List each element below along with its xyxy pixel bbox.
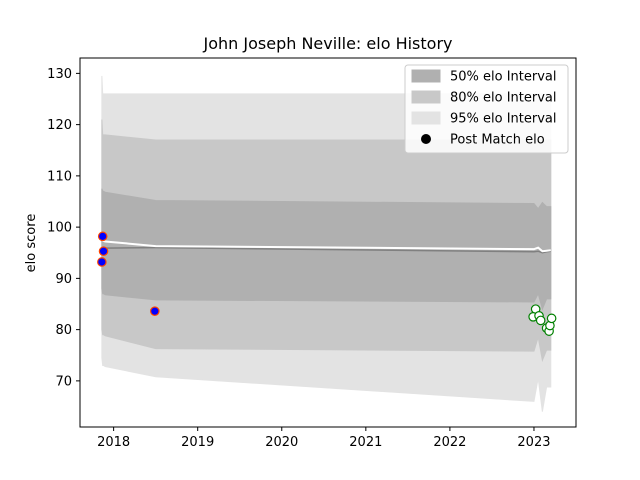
y-tick-label-130: 130 <box>47 67 72 82</box>
x-tick-label-2018: 2018 <box>97 435 130 450</box>
legend-swatch-post-match-elo <box>421 134 431 144</box>
post-match-elo-point-1-7 <box>546 313 557 324</box>
chart-title: John Joseph Neville: elo History <box>203 34 453 53</box>
post-match-elo-point-0-2 <box>97 257 107 267</box>
legend-label-80-elo-interval: 80% elo Interval <box>450 91 557 106</box>
y-axis: 70 80 90 100 110 120 130 <box>47 67 80 389</box>
legend-swatch-95-elo-interval <box>411 111 441 125</box>
y-tick-label-90: 90 <box>55 272 72 287</box>
legend-label-95-elo-interval: 95% elo Interval <box>450 112 557 127</box>
axes-frame <box>79 57 577 428</box>
x-tick-label-2019: 2019 <box>181 435 214 450</box>
x-tick-label-2023: 2023 <box>517 435 550 450</box>
x-tick-label-2021: 2021 <box>349 435 382 450</box>
y-tick-label-120: 120 <box>47 118 72 133</box>
post-match-elo-point-0-0 <box>97 231 108 242</box>
x-tick-label-2022: 2022 <box>433 435 466 450</box>
post-match-elo-point-0-3 <box>150 306 160 316</box>
y-axis-label: elo score <box>24 214 39 273</box>
legend-label-50-elo-interval: 50% elo Interval <box>450 70 557 85</box>
post-match-elo-point-1-3 <box>535 315 546 326</box>
y-tick-label-110: 110 <box>47 169 72 184</box>
mean-elo-line <box>101 239 551 253</box>
y-tick-label-70: 70 <box>55 374 72 389</box>
y-tick-label-80: 80 <box>55 323 72 338</box>
legend-frame <box>404 64 569 154</box>
legend-label-post-match-elo: Post Match elo <box>450 133 545 148</box>
post-match-elo-point-0-1 <box>98 246 109 257</box>
x-tick-label-2020: 2020 <box>265 435 298 450</box>
y-tick-label-100: 100 <box>47 221 72 236</box>
x-axis: 2018 2019 2020 2021 2022 2023 <box>97 427 551 450</box>
legend-swatch-80-elo-interval <box>411 90 441 104</box>
legend: 50% elo Interval 80% elo Interval 95% elo … <box>404 64 569 154</box>
plot-area <box>97 75 557 412</box>
legend-swatch-50-elo-interval <box>411 69 441 83</box>
